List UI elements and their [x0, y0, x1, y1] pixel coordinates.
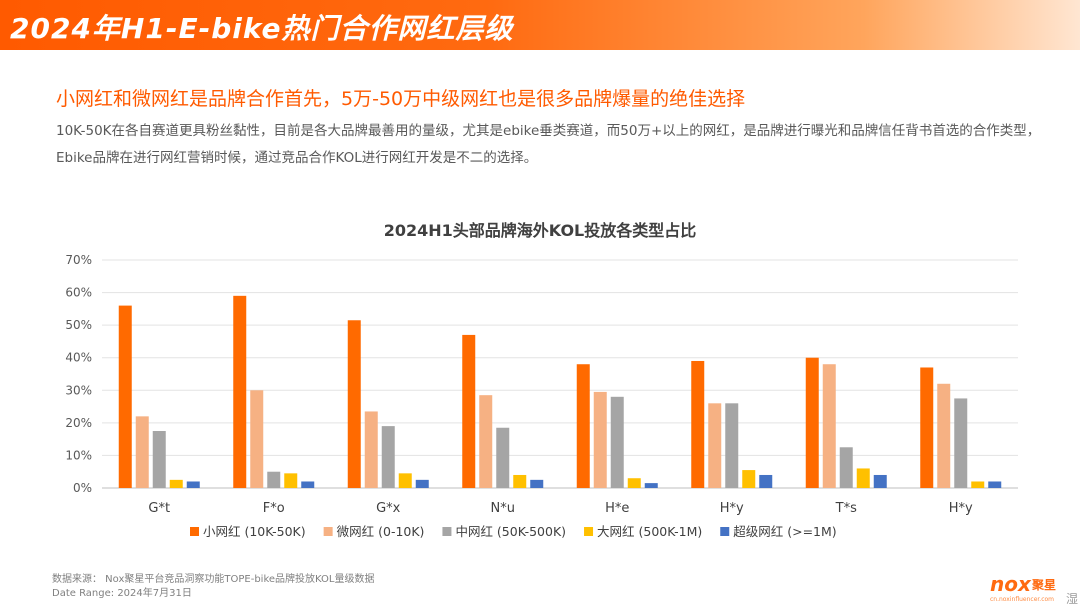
bar — [530, 479, 544, 488]
y-tick-label: 40% — [65, 351, 92, 365]
bar — [479, 395, 493, 488]
logo-mark: nox — [990, 572, 1031, 596]
y-tick-label: 70% — [65, 253, 92, 267]
y-tick-label: 10% — [65, 448, 92, 462]
legend-label: 大网红 (500K-1M) — [597, 524, 702, 539]
page-title: 2024年H1-E-bike热门合作网红层级 — [10, 12, 514, 45]
x-tick-label: T*s — [835, 501, 857, 516]
source-text: 数据来源： Nox聚星平台竞品洞察功能TOPE-bike品牌投放KOL量级数据 — [52, 574, 375, 585]
description: 10K-50K在各自赛道更具粉丝黏性，目前是各大品牌最善用的量级，尤其是ebik… — [56, 123, 1041, 166]
y-tick-label: 20% — [65, 416, 92, 430]
bar — [742, 470, 756, 488]
bar — [496, 427, 510, 488]
legend-label: 中网红 (50K-500K) — [455, 524, 566, 539]
legend-swatch — [323, 527, 333, 536]
bar — [233, 295, 247, 488]
bar — [398, 473, 412, 488]
bar — [301, 481, 315, 488]
x-tick-label: G*x — [376, 501, 401, 516]
bar — [513, 474, 527, 488]
bar — [186, 481, 200, 488]
legend-label: 超级网红 (>=1M) — [733, 524, 836, 539]
bar — [593, 391, 607, 488]
date-range: Date Range: 2024年7月31日 — [52, 588, 192, 599]
legend-swatch — [584, 527, 594, 536]
bar — [152, 431, 166, 488]
data-source: 数据来源： Nox聚星平台竞品洞察功能TOPE-bike品牌投放KOL量级数据 … — [52, 573, 375, 601]
headline: 小网红和微网红是品牌合作首先，5万-50万中级网红也是很多品牌爆量的绝佳选择 — [56, 88, 746, 110]
bar — [284, 473, 298, 488]
corner-glyph: 湿 — [1066, 592, 1079, 606]
bar — [462, 334, 476, 488]
bar — [920, 367, 934, 488]
legend-label: 小网红 (10K-50K) — [203, 524, 306, 539]
bar — [725, 403, 739, 488]
y-tick-label: 50% — [65, 318, 92, 332]
bar — [971, 481, 985, 488]
y-tick-label: 60% — [65, 286, 92, 300]
bar — [415, 479, 429, 488]
legend-swatch — [190, 527, 199, 536]
x-tick-label: N*u — [491, 501, 515, 516]
bar — [822, 364, 836, 488]
bar — [839, 447, 853, 488]
bar — [805, 357, 819, 488]
bar — [347, 320, 361, 488]
bar — [627, 478, 641, 488]
bar — [873, 474, 887, 488]
chart-title: 2024H1头部品牌海外KOL投放各类型占比 — [383, 221, 697, 240]
logo-cn: 聚星 — [1032, 578, 1057, 592]
logo-url: cn.noxinfluencer.com — [990, 596, 1055, 603]
x-tick-label: H*y — [720, 501, 744, 516]
bar — [856, 468, 870, 488]
bar — [610, 396, 624, 488]
bar — [954, 398, 968, 488]
x-tick-label: F*o — [263, 501, 285, 516]
legend-swatch — [720, 527, 730, 536]
y-tick-label: 0% — [73, 481, 92, 495]
bar — [759, 474, 773, 488]
bar — [118, 305, 132, 488]
bar-chart: 0% 10% 20% 30% 40% 50% 60% 70% G*t F*o G*x N*u H*e H*… — [65, 253, 1018, 539]
legend-swatch — [442, 527, 452, 536]
legend-label: 微网红 (0-10K) — [337, 524, 425, 539]
bar — [708, 403, 722, 488]
bar — [937, 383, 951, 488]
title-bar: 2024年H1-E-bike热门合作网红层级 — [0, 0, 1080, 50]
bar — [691, 360, 705, 488]
x-tick-label: H*e — [605, 501, 629, 516]
bar — [135, 416, 149, 488]
bar — [576, 364, 590, 488]
bar — [364, 411, 378, 488]
y-tick-label: 30% — [65, 383, 92, 397]
x-tick-label: H*y — [949, 501, 973, 516]
bar — [381, 426, 395, 488]
bar — [988, 481, 1002, 488]
bar — [267, 471, 281, 488]
bar — [250, 390, 264, 488]
nox-logo: nox 聚星 cn.noxinfluencer.com — [990, 572, 1070, 606]
bar — [169, 479, 183, 488]
bar — [644, 483, 658, 488]
x-tick-label: G*t — [148, 501, 170, 516]
